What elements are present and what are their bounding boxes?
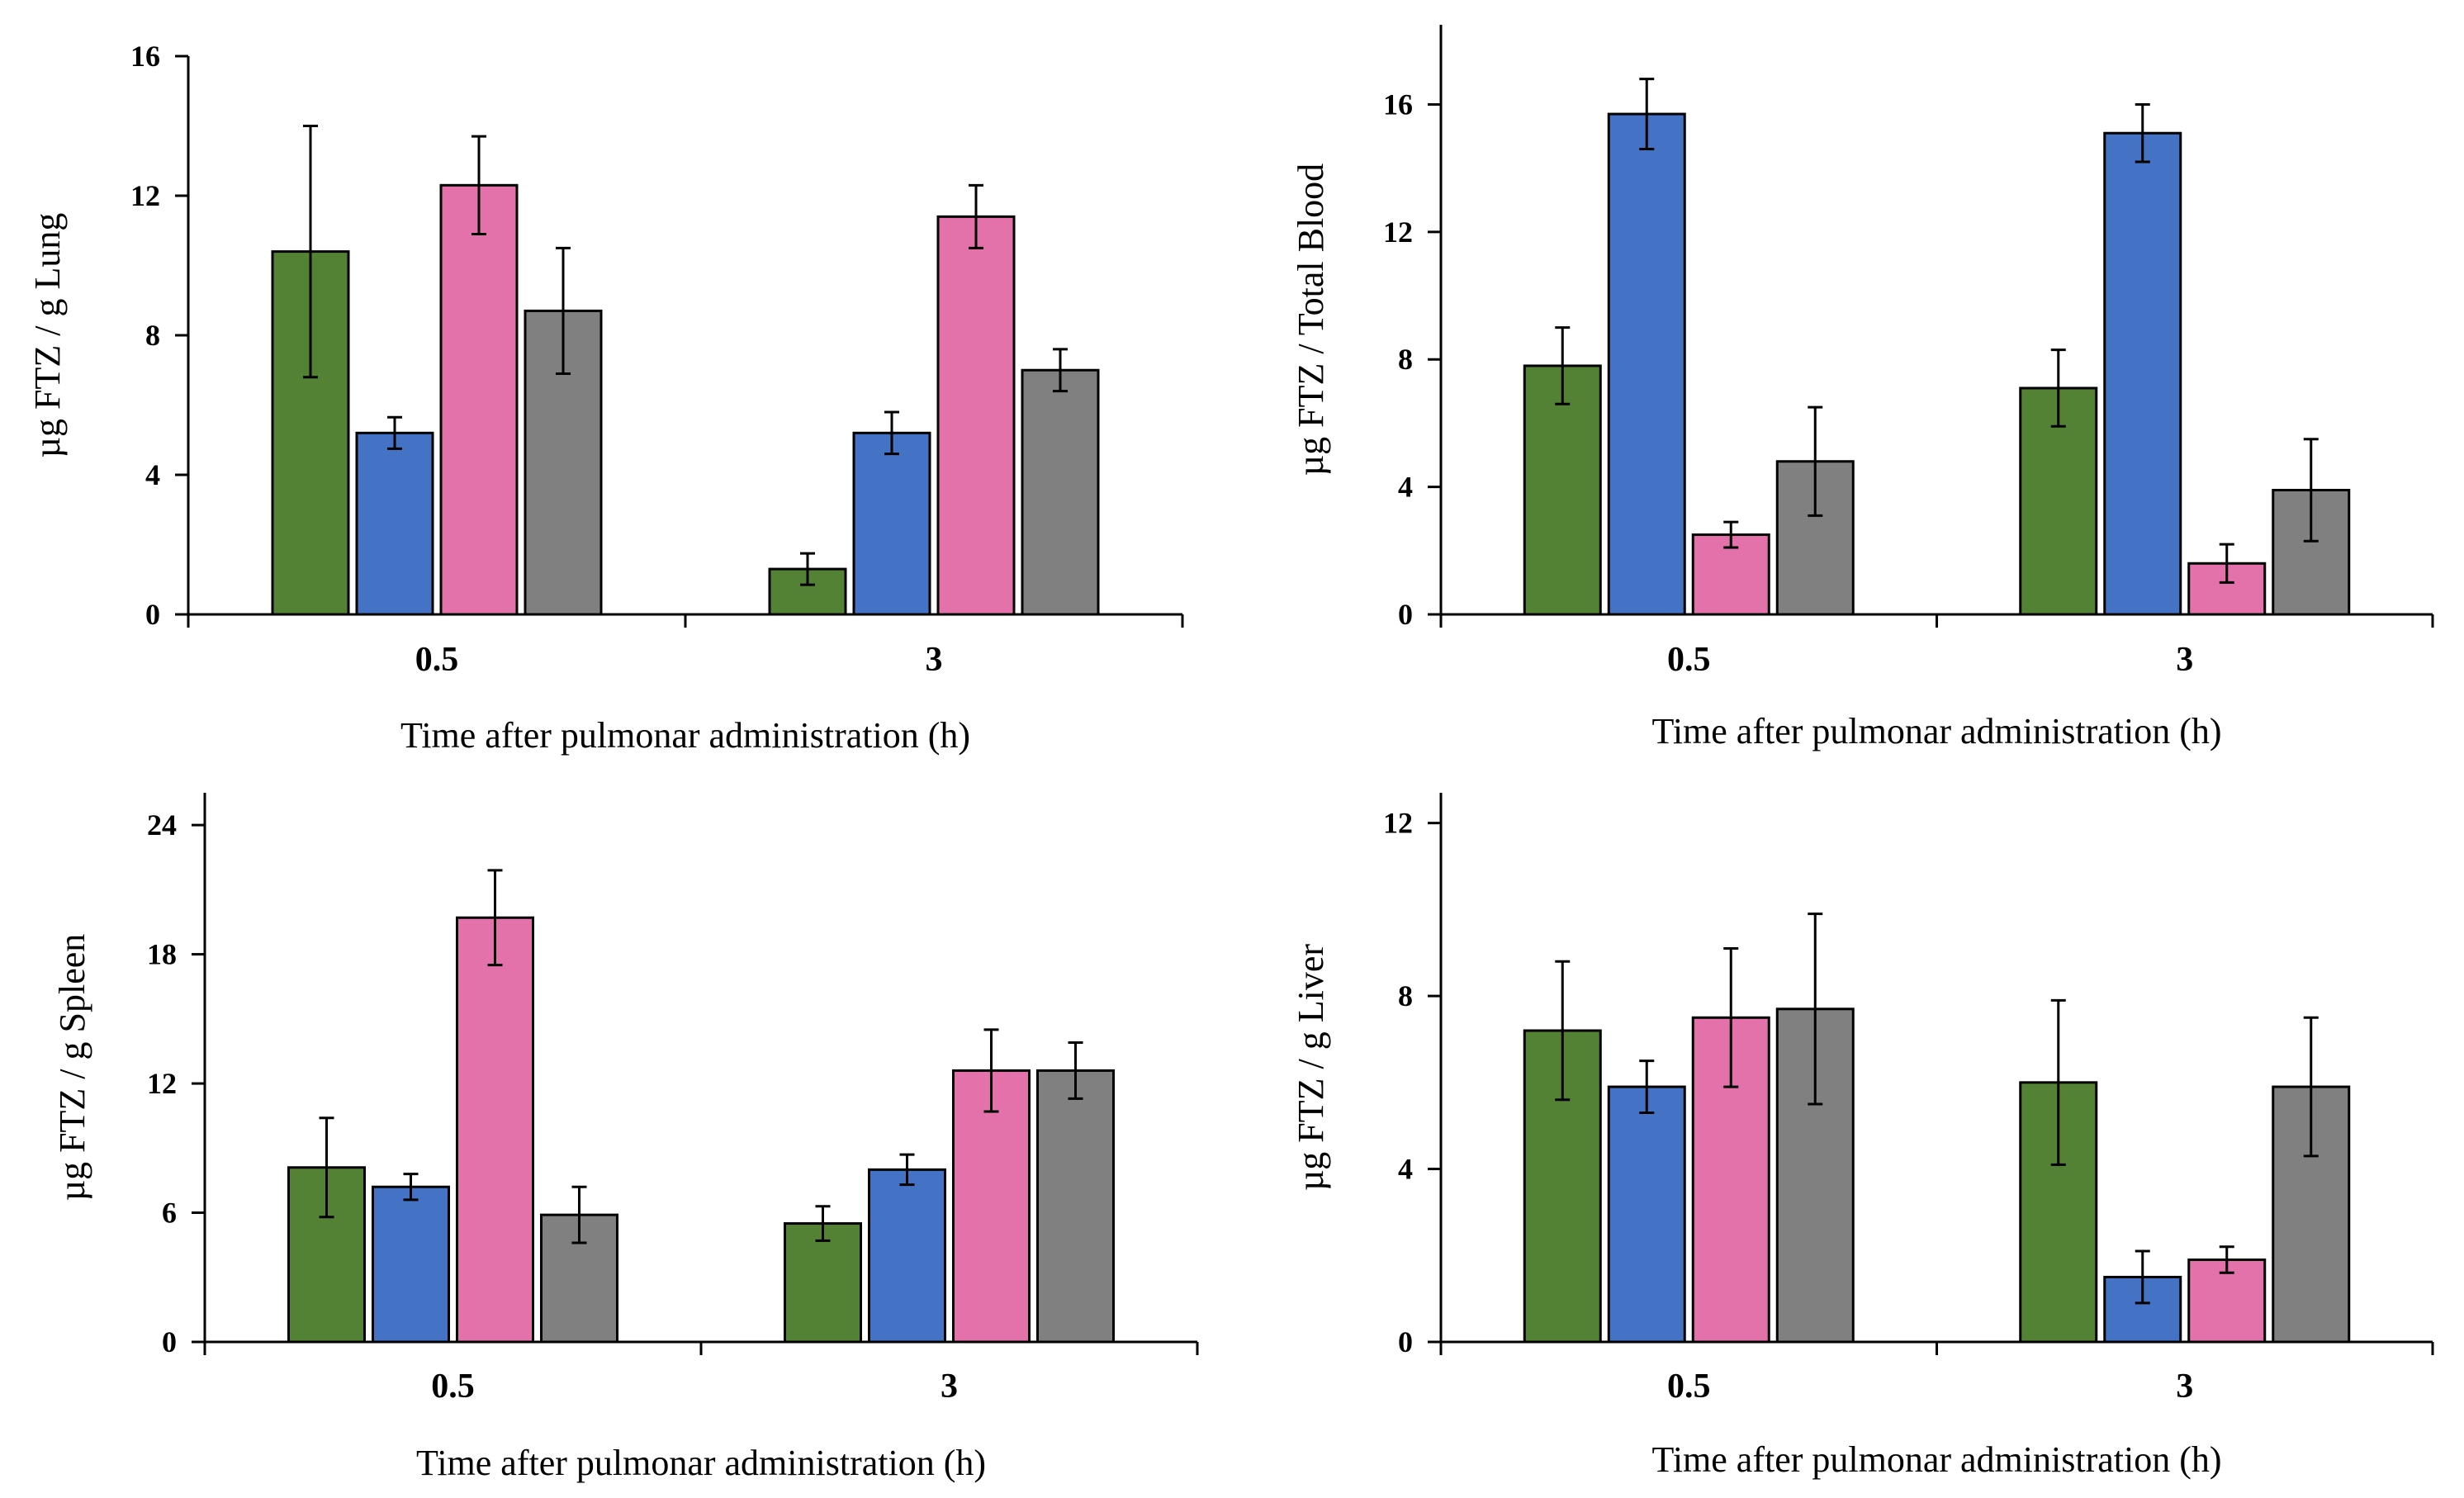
x-category-label: 0.5 (415, 641, 459, 679)
blood-chart: 0 4 8 12 16 0.5 3 Time after pulmonar administr… (1291, 25, 2434, 751)
x-category-label: 3 (2176, 641, 2193, 679)
y-tick-label: 12 (1383, 216, 1413, 249)
y-tick-label: 0 (1398, 598, 1413, 631)
y-tick-label: 8 (1398, 343, 1413, 376)
bar-blue (1607, 1085, 1686, 1344)
bar-blue (1607, 112, 1686, 616)
spleen-chart: 0 6 12 18 24 0.5 3 Time after pulmonar administ… (52, 793, 1199, 1483)
x-category-label: 3 (2176, 1368, 2193, 1406)
bar-blue (372, 1185, 450, 1344)
bar-pink (952, 1069, 1031, 1344)
x-category-label: 3 (926, 641, 943, 679)
bar-blue (2103, 131, 2182, 616)
y-tick-label: 4 (1398, 1153, 1413, 1186)
x-axis-title: Time after pulmonar administration (h) (1651, 711, 2221, 751)
x-axis-title: Time after pulmonar administration (h) (416, 1443, 986, 1483)
y-tick-label: 12 (1383, 807, 1413, 840)
x-axis-title: Time after pulmonar administration (h) (400, 715, 970, 756)
x-category-label: 0.5 (1667, 641, 1711, 679)
y-tick-label: 12 (130, 179, 160, 212)
y-tick-label: 6 (162, 1197, 177, 1230)
y-tick-label: 0 (1398, 1325, 1413, 1358)
y-axis-title: µg FTZ / g Lung (27, 213, 68, 458)
y-tick-label: 0 (162, 1325, 177, 1358)
y-tick-label: 4 (1398, 471, 1413, 504)
x-category-label: 3 (941, 1368, 958, 1406)
x-axis-title: Time after pulmonar administration (h) (1651, 1439, 2221, 1480)
bar-blue (868, 1168, 946, 1344)
bar-green (768, 567, 847, 616)
bar-gray (1021, 368, 1100, 616)
y-tick-label: 18 (147, 938, 177, 971)
y-tick-label: 0 (145, 598, 160, 631)
bar-pink (456, 916, 534, 1344)
bar-gray (1036, 1069, 1115, 1344)
y-tick-label: 4 (145, 458, 160, 491)
y-tick-label: 8 (145, 319, 160, 352)
bar-green (1523, 364, 1602, 616)
y-axis-title: µg FTZ / Total Blood (1291, 164, 1331, 476)
y-tick-label: 24 (147, 808, 177, 841)
x-category-label: 0.5 (431, 1368, 475, 1406)
y-axis-title: µg FTZ / g Liver (1291, 944, 1331, 1191)
y-axis-title: µg FTZ / g Spleen (52, 934, 92, 1202)
bar-pink (936, 215, 1016, 616)
y-tick-label: 16 (130, 40, 160, 73)
bar-blue (355, 431, 434, 616)
bar-pink (439, 183, 519, 616)
y-tick-label: 12 (147, 1067, 177, 1100)
liver-chart: 0 4 8 12 0.5 3 Time after pulmonar administrat… (1291, 793, 2434, 1480)
y-tick-label: 8 (1398, 979, 1413, 1012)
bar-blue (852, 431, 931, 616)
y-tick-label: 16 (1383, 88, 1413, 121)
x-category-label: 0.5 (1667, 1368, 1711, 1406)
bar-green (784, 1222, 862, 1344)
lung-chart: 0 4 8 12 16 0.5 3 Time after pulmonar administr… (27, 40, 1184, 756)
